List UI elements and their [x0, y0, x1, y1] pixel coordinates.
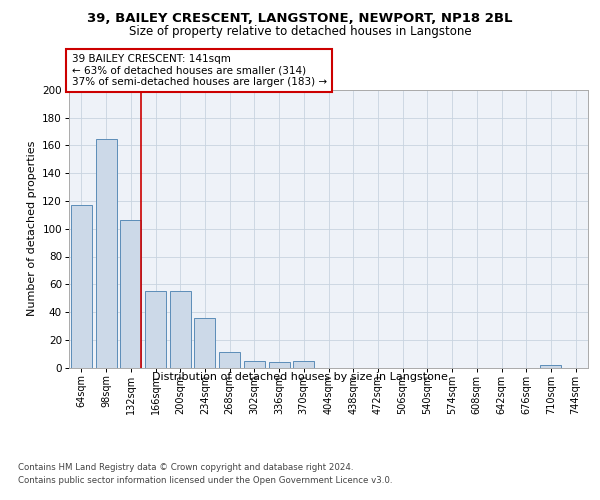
Text: Contains HM Land Registry data © Crown copyright and database right 2024.: Contains HM Land Registry data © Crown c… — [18, 462, 353, 471]
Bar — [95, 138, 116, 368]
Bar — [145, 291, 166, 368]
Text: Distribution of detached houses by size in Langstone: Distribution of detached houses by size … — [152, 372, 448, 382]
Text: Contains public sector information licensed under the Open Government Licence v3: Contains public sector information licen… — [18, 476, 392, 485]
Bar — [170, 291, 191, 368]
Bar — [293, 360, 314, 368]
Bar — [244, 360, 265, 368]
Bar — [71, 205, 92, 368]
Text: Size of property relative to detached houses in Langstone: Size of property relative to detached ho… — [128, 25, 472, 38]
Text: 39, BAILEY CRESCENT, LANGSTONE, NEWPORT, NP18 2BL: 39, BAILEY CRESCENT, LANGSTONE, NEWPORT,… — [87, 12, 513, 26]
Bar — [194, 318, 215, 368]
Y-axis label: Number of detached properties: Number of detached properties — [27, 141, 37, 316]
Bar — [269, 362, 290, 368]
Text: 39 BAILEY CRESCENT: 141sqm
← 63% of detached houses are smaller (314)
37% of sem: 39 BAILEY CRESCENT: 141sqm ← 63% of deta… — [71, 54, 327, 87]
Bar — [541, 364, 562, 368]
Bar — [219, 352, 240, 368]
Bar — [120, 220, 141, 368]
